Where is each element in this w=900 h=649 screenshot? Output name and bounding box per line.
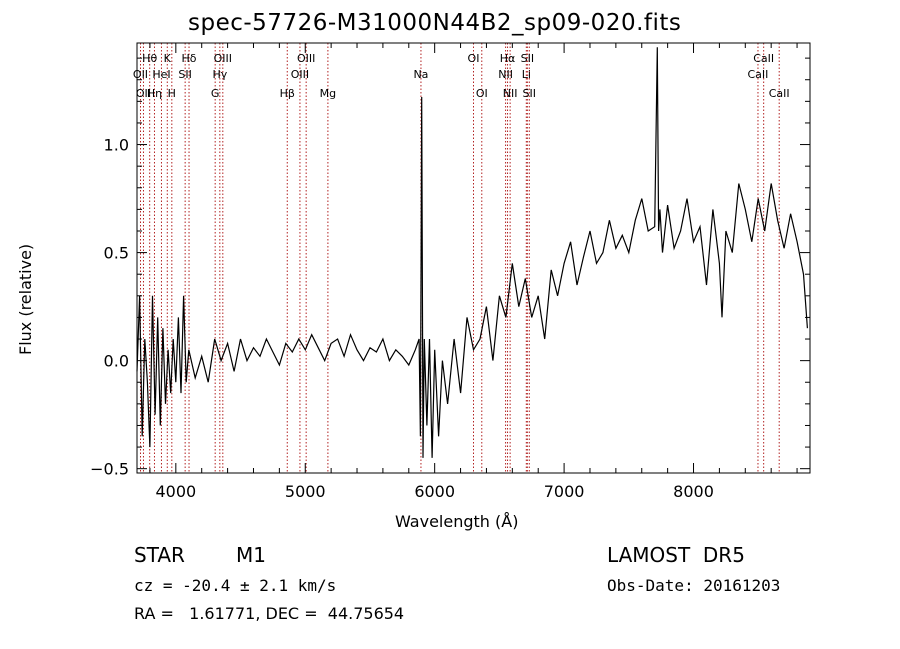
tick-label: 0.0 (104, 352, 129, 371)
line-label: G (211, 87, 220, 100)
line-label: Hα (500, 52, 516, 65)
line-label: K (164, 52, 172, 65)
axis-ticks (137, 43, 810, 473)
line-label: Li (522, 68, 531, 81)
line-label: Hθ (142, 52, 157, 65)
spectral-line-markers (139, 43, 780, 473)
obs-date: Obs-Date: 20161203 (607, 576, 781, 595)
line-label: Mg (320, 87, 336, 100)
x-axis-label: Wavelength (Å) (395, 512, 519, 531)
tick-label: 8000 (673, 482, 714, 501)
line-label: CaII (748, 68, 769, 81)
line-label: OIII (214, 52, 232, 65)
tick-label: 7000 (544, 482, 585, 501)
tick-label: 5000 (285, 482, 326, 501)
line-label: Hβ (280, 87, 295, 100)
spectral-line-labels: OIIOIIHθHηHeIKHSIIHδGHγOIIIHβOIIIOIIIMgN… (133, 52, 790, 100)
line-label: H (168, 87, 176, 100)
tick-label: 0.5 (104, 244, 129, 263)
tick-label: 1.0 (104, 136, 129, 155)
tick-label: 6000 (414, 482, 455, 501)
line-label: Hδ (182, 52, 197, 65)
line-label: SII (523, 87, 536, 100)
survey-name: LAMOST DR5 (607, 543, 745, 567)
line-label: Na (413, 68, 428, 81)
tick-label: 4000 (155, 482, 196, 501)
object-class: STAR (134, 543, 185, 567)
y-axis-label: Flux (relative) (16, 243, 35, 355)
line-label: HeI (152, 68, 170, 81)
axis-tick-labels: 4000 5000 6000 7000 8000 −0.5 0.0 0.5 1.0 (90, 136, 714, 501)
line-label: NII (498, 68, 513, 81)
line-label: OII (136, 87, 151, 100)
object-subclass: M1 (236, 543, 266, 567)
ra-dec: RA = 1.61771, DEC = 44.75654 (134, 604, 405, 623)
redshift-cz: cz = -20.4 ± 2.1 km/s (134, 576, 337, 595)
line-label: Hη (147, 87, 162, 100)
line-label: OIII (291, 68, 309, 81)
line-label: NII (503, 87, 518, 100)
line-label: SII (521, 52, 534, 65)
chart-title: spec-57726-M31000N44B2_sp09-020.fits (188, 10, 682, 36)
line-label: CaII (753, 52, 774, 65)
tick-label: −0.5 (90, 460, 129, 479)
line-label: OI (476, 87, 488, 100)
line-label: SII (178, 68, 191, 81)
line-label: OIII (297, 52, 315, 65)
line-label: CaII (769, 87, 790, 100)
spectrum-series (136, 47, 808, 458)
line-label: OI (468, 52, 480, 65)
plot-frame (136, 42, 811, 474)
line-label: OII (133, 68, 148, 81)
line-label: Hγ (212, 68, 227, 81)
